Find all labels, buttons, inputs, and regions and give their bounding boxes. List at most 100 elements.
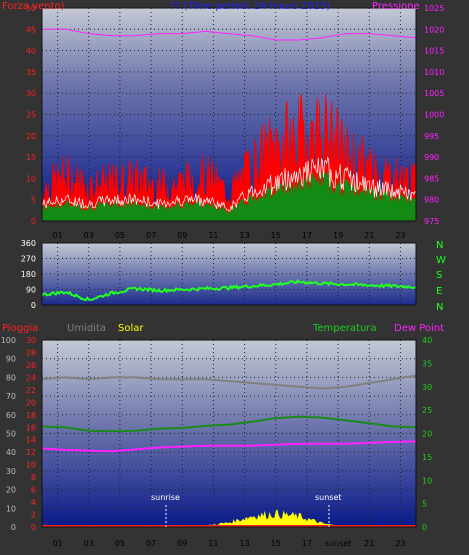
solar-series: [42, 509, 416, 527]
temperature-axis-tick-label: 0: [422, 523, 427, 532]
hour-tick-label: 07: [146, 539, 156, 548]
pressure-series: [42, 28, 417, 41]
hour-tick-label: 15: [271, 231, 281, 240]
wind-direction-series: [41, 278, 417, 302]
hour-tick-label: 05: [115, 231, 125, 240]
dewpoint-series: [41, 440, 417, 453]
pressure-axis-tick-label: 1015: [424, 47, 444, 56]
pressure-axis-tick-label: 975: [424, 217, 439, 226]
rain-axis-tick-label: 6: [31, 486, 36, 495]
compass-n-top: N: [436, 240, 443, 251]
humidity-axis-tick-label: 50: [6, 430, 16, 439]
sunrise-label: sunrise: [151, 493, 180, 502]
hour-tick-label: 01: [52, 539, 62, 548]
hour-tick-label: 01: [52, 231, 62, 240]
humidity-axis-tick-label: 100: [1, 336, 16, 345]
hour-tick-label: 17: [302, 539, 312, 548]
rain-label: Pioggia: [2, 323, 38, 334]
wind-axis-tick-label: 30: [26, 89, 36, 98]
sunset-label: sunset: [315, 493, 342, 502]
panel-border: [41, 7, 417, 222]
direction-axis-tick-label: 90: [26, 286, 36, 295]
wind-axis-tick-label: 15: [26, 153, 36, 162]
humidity-axis-tick-label: 60: [6, 411, 16, 420]
hour-tick-label: 23: [395, 231, 405, 240]
rain-axis-tick-label: 8: [31, 473, 36, 482]
pressure-axis-tick-label: 980: [424, 196, 439, 205]
temperature-axis-tick-label: 15: [422, 453, 432, 462]
direction-axis-tick-label: 360: [21, 239, 36, 248]
humidity-axis-tick-label: 0: [11, 523, 16, 532]
hour-tick-label: 05: [115, 539, 125, 548]
hour-tick-label: 11: [208, 231, 218, 240]
pressure-label: Pressione: [372, 1, 420, 12]
wind-axis-tick-label: 20: [26, 132, 36, 141]
hour-tick-label: 15: [271, 539, 281, 548]
wind-axis-tick-label: 0: [31, 217, 36, 226]
hour-tick-label: 19: [333, 231, 343, 240]
rain-axis-tick-label: 16: [26, 423, 36, 432]
hour-tick-label: 03: [84, 539, 94, 548]
compass-w: W: [436, 255, 446, 266]
chart-marks: 0510152025303540455097598098599099510001…: [1, 4, 445, 548]
temperature-axis-tick-label: 20: [422, 430, 432, 439]
temperature-axis-tick-label: 5: [422, 500, 427, 509]
wind-axis-tick-label: 5: [31, 196, 36, 205]
humidity-axis-tick-label: 10: [6, 504, 16, 513]
pressure-axis-tick-label: 990: [424, 153, 439, 162]
humidity-axis-tick-label: 80: [6, 373, 16, 382]
pressure-axis-tick-label: 1000: [424, 111, 444, 120]
pressure-axis-tick-label: 985: [424, 174, 439, 183]
pressure-axis-tick-label: 1010: [424, 68, 444, 77]
compass-n-bottom: N: [436, 302, 443, 313]
wind-axis-tick-label: 25: [26, 111, 36, 120]
hour-tick-label: 13: [239, 231, 249, 240]
hour-tick-label: 21: [364, 539, 374, 548]
rain-axis-tick-label: 20: [26, 398, 36, 407]
rain-axis-tick-label: 26: [26, 361, 36, 370]
rain-axis-tick-label: 4: [31, 498, 36, 507]
wind-axis-tick-label: 40: [26, 47, 36, 56]
hour-tick-label: 21: [364, 231, 374, 240]
humidity-series: [41, 374, 417, 390]
sunset-axis-label: sunset: [325, 539, 352, 548]
wind-axis-tick-label: 50: [26, 4, 36, 13]
wind-force-label: Forza vento): [2, 1, 65, 12]
humidity-axis-tick-label: 40: [6, 448, 16, 457]
wind-speed-base-series: [42, 170, 416, 221]
humidity-label: Umidita: [67, 323, 106, 334]
wind-axis-tick-label: 35: [26, 68, 36, 77]
rain-axis-tick-label: 18: [26, 411, 36, 420]
rain-axis-tick-label: 14: [26, 436, 36, 445]
hour-tick-label: 07: [146, 231, 156, 240]
compass-s: S: [436, 270, 442, 281]
chart-title: ?? (Time period: 24 hours 2015): [170, 1, 330, 12]
rain-axis-tick-label: 10: [26, 461, 36, 470]
panel-border: [41, 242, 417, 306]
wind-average-series: [41, 156, 417, 212]
direction-axis-tick-label: 0: [31, 301, 36, 310]
temperature-axis-tick-label: 25: [422, 406, 432, 415]
hour-tick-label: 13: [239, 539, 249, 548]
hour-tick-label: 11: [208, 539, 218, 548]
rain-axis-tick-label: 12: [26, 448, 36, 457]
hour-tick-label: 17: [302, 231, 312, 240]
humidity-axis-tick-label: 90: [6, 355, 16, 364]
rain-axis-tick-label: 24: [26, 373, 36, 382]
hour-tick-label: 09: [177, 539, 187, 548]
humidity-axis-tick-label: 20: [6, 486, 16, 495]
humidity-axis-tick-label: 30: [6, 467, 16, 476]
hour-tick-label: 03: [84, 231, 94, 240]
temperature-axis-tick-label: 35: [422, 359, 432, 368]
temperature-axis-tick-label: 40: [422, 336, 432, 345]
pressure-axis-tick-label: 995: [424, 132, 439, 141]
pressure-axis-tick-label: 1025: [424, 4, 444, 13]
rain-axis-tick-label: 22: [26, 386, 36, 395]
pressure-axis-tick-label: 1005: [424, 89, 444, 98]
wind-axis-tick-label: 45: [26, 25, 36, 34]
panel-border: [41, 339, 417, 528]
hour-tick-label: 23: [395, 539, 405, 548]
bottom-plot-area: [42, 340, 416, 527]
direction-axis-tick-label: 180: [21, 270, 36, 279]
